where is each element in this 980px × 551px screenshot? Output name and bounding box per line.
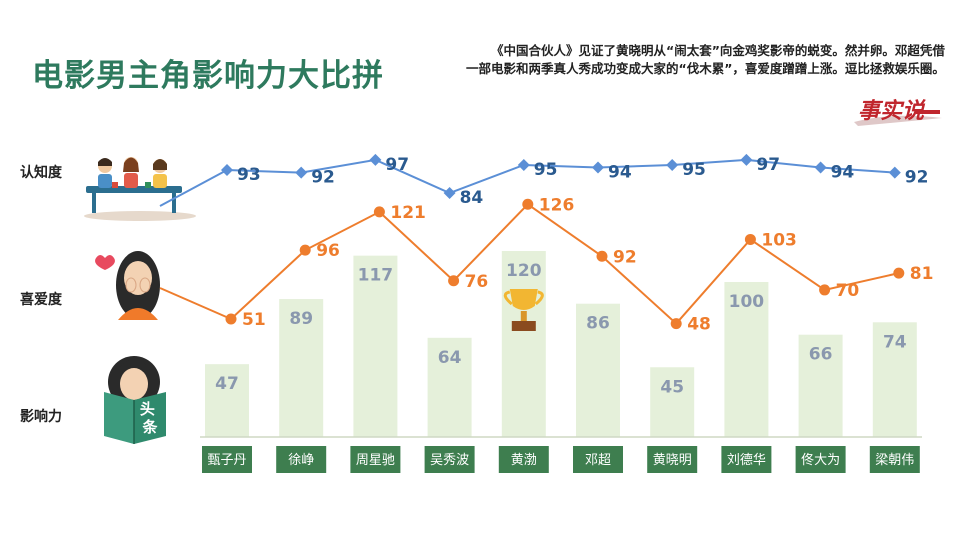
awareness-label: 84 [460, 188, 484, 208]
category-box [498, 446, 549, 473]
influence-bar [650, 367, 695, 437]
likeability-point [522, 198, 534, 210]
awareness-label: 93 [237, 165, 261, 185]
likeability-series: 51 96 121 76 126 92 48 103 70 81 [159, 195, 934, 335]
trophy-icon [503, 289, 544, 331]
category-box [202, 446, 252, 473]
likeability-point [670, 318, 682, 330]
category-box [573, 446, 623, 473]
likeability-label: 92 [613, 247, 637, 267]
category-box [869, 446, 920, 473]
category-label: 黄晓明 [653, 453, 692, 468]
category-box [795, 446, 846, 473]
awareness-label: 97 [756, 155, 780, 175]
likeability-point [893, 267, 905, 279]
row-label-likeability: 喜爱度 [20, 292, 62, 308]
likeability-label: 103 [761, 230, 797, 250]
influence-bars: 47 89 117 64 120 86 45 100 66 74 [205, 251, 917, 437]
influence-bar [427, 337, 472, 437]
likeability-label: 48 [687, 315, 711, 335]
category-label: 邓超 [585, 453, 611, 468]
influence-bar [724, 282, 769, 437]
likeability-label: 51 [242, 310, 266, 330]
awareness-point [443, 187, 456, 199]
influence-bar-label: 74 [883, 332, 907, 352]
likeability-point [448, 275, 460, 287]
category-label: 吴秀波 [430, 453, 469, 468]
influence-bar-label: 120 [506, 261, 542, 281]
influence-bar [576, 303, 620, 437]
row-label-influence: 影响力 [20, 409, 62, 425]
category-label: 刘德华 [727, 453, 766, 468]
category-box [350, 446, 401, 473]
category-labels: 甄子丹 徐峥 周星驰 吴秀波 黄渤 邓超 黄晓明 刘德华 佟大为 梁朝伟 [202, 446, 920, 473]
likeability-point [744, 233, 756, 245]
awareness-label: 95 [682, 160, 706, 180]
likeability-label: 96 [316, 241, 340, 261]
likeability-label: 70 [836, 281, 860, 301]
likeability-label: 81 [910, 264, 934, 284]
likeability-label: 126 [539, 195, 575, 215]
category-box [276, 446, 327, 473]
meeting-people-icon [84, 157, 196, 221]
influence-bar-label: 66 [809, 345, 833, 365]
page-title: 电影男主角影响力大比拼 [32, 58, 384, 94]
awareness-label: 94 [831, 163, 855, 183]
influence-bar-label: 100 [729, 292, 765, 312]
influence-bar-label: 89 [289, 309, 313, 329]
likeability-point [596, 250, 608, 262]
likeability-point [373, 206, 385, 218]
category-label: 甄子丹 [207, 453, 246, 468]
influence-bar-label: 64 [438, 348, 462, 368]
influence-bar [501, 251, 546, 437]
awareness-point [592, 161, 604, 174]
category-label: 佟大为 [801, 452, 840, 468]
logo: 事实说 [854, 98, 942, 126]
awareness-point [295, 166, 308, 179]
awareness-point [221, 164, 233, 177]
category-box [424, 446, 475, 473]
awareness-point [369, 153, 382, 166]
trophy-layer [503, 289, 544, 331]
awareness-point [740, 153, 753, 166]
influence-bar [798, 334, 843, 437]
category-label: 黄渤 [511, 452, 537, 468]
likeability-point [225, 313, 237, 325]
awareness-label: 92 [311, 168, 335, 188]
category-label: 周星驰 [356, 453, 395, 468]
awareness-label: 97 [385, 155, 409, 175]
category-box [647, 446, 698, 473]
influence-bar-label: 117 [358, 266, 394, 286]
likeability-point [299, 244, 311, 256]
influence-bar [205, 364, 249, 437]
svg-text:头 条: 头 条 [140, 400, 160, 436]
category-label: 徐峥 [288, 453, 314, 468]
likeability-label: 121 [390, 203, 426, 223]
influence-bar [279, 299, 324, 437]
category-box [721, 446, 772, 473]
headline-reader-icon: 头 条 [104, 356, 166, 444]
logo-text: 事实说 [858, 98, 926, 124]
influence-bar [353, 255, 398, 437]
influence-bar-label: 47 [215, 374, 239, 394]
awareness-label: 92 [905, 168, 929, 188]
awareness-point [666, 158, 679, 171]
row-label-awareness: 认知度 [20, 165, 62, 181]
awareness-point [517, 158, 530, 171]
influence-bar-label: 45 [660, 377, 684, 397]
awareness-label: 95 [534, 160, 558, 180]
girl-heart-icon [95, 251, 160, 320]
awareness-point [888, 166, 901, 179]
intro-text: 《中国合伙人》见证了黄晓明从“闹太套”向金鸡奖影帝的蜕变。然并卵。邓超凭借一部电… [466, 43, 945, 76]
category-label: 梁朝伟 [875, 453, 914, 468]
awareness-label: 94 [608, 163, 632, 183]
awareness-series: 93 92 97 84 95 94 95 97 94 92 [159, 153, 929, 208]
likeability-point [819, 284, 831, 296]
influence-bar-label: 86 [586, 314, 610, 334]
influence-bar [872, 322, 917, 437]
awareness-point [814, 161, 827, 174]
likeability-label: 76 [465, 272, 489, 292]
